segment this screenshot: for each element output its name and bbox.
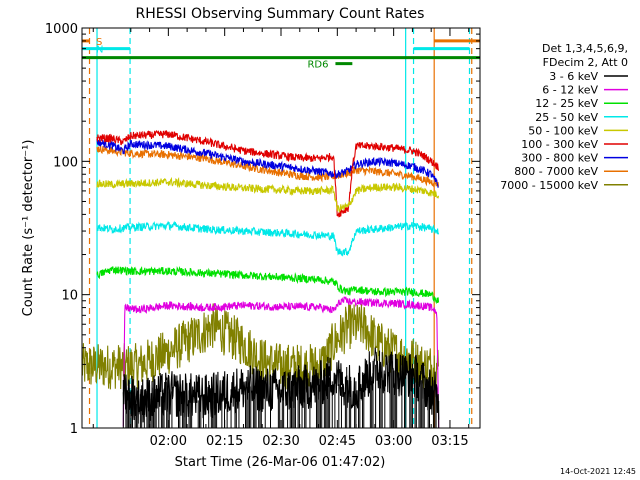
series-6-12-kev [122, 296, 440, 429]
series-800-7000-kev [96, 143, 440, 188]
legend-entry-label: 25 - 50 keV [535, 111, 598, 124]
series-line [96, 138, 439, 188]
legend-entry-label: 7000 - 15000 keV [500, 179, 598, 192]
legend-entry-label: 100 - 300 keV [521, 138, 598, 151]
series-100-300-kev [96, 129, 440, 218]
x-tick-label: 02:45 [319, 434, 356, 449]
flag-bar-label: S [96, 37, 102, 48]
x-tick-label: 03:15 [431, 434, 468, 449]
series-300-800-kev [96, 138, 439, 188]
legend-entry-label: 3 - 6 keV [549, 70, 598, 83]
series-25-50-kev [96, 220, 440, 257]
series-line [96, 266, 440, 305]
series-line [81, 303, 439, 392]
chart-title: RHESSI Observing Summary Count Rates [136, 6, 425, 22]
series-line [96, 176, 440, 213]
legend-entry-label: 6 - 12 keV [542, 84, 598, 97]
series-line [96, 220, 440, 257]
y-axis-label: Count Rate (s⁻¹ detector⁻¹) [21, 140, 36, 317]
legend-entry-label: 300 - 800 keV [521, 152, 598, 165]
series-12-25-kev [96, 266, 440, 305]
y-tick-label: 10 [61, 289, 78, 304]
legend-header-line-2: FDecim 2, Att 0 [543, 56, 628, 69]
legend: Det 1,3,4,5,6,9, FDecim 2, Att 0 3 - 6 k… [500, 42, 628, 192]
series-line [122, 347, 440, 424]
x-tick-label: 03:00 [375, 434, 412, 449]
series-50-100-kev [96, 176, 440, 213]
y-tick-label: 1000 [45, 22, 78, 37]
x-tick-label: 02:15 [206, 434, 243, 449]
y-tick-label: 100 [53, 155, 78, 170]
flag-bar-label: RD6 [307, 60, 328, 71]
plot-area: SN RD6 [81, 28, 480, 429]
x-tick-label: 02:30 [262, 434, 299, 449]
footer-timestamp: 14-Oct-2021 12:45 [560, 467, 636, 476]
series-line [96, 143, 440, 188]
x-axis-label: Start Time (26-Mar-06 01:47:02) [175, 455, 386, 470]
legend-entry-label: 800 - 7000 keV [514, 165, 598, 178]
y-tick-label: 1 [70, 422, 78, 437]
x-tick-label: 02:00 [150, 434, 187, 449]
legend-entry-label: 50 - 100 keV [528, 124, 598, 137]
flag-bar-label: N [96, 45, 103, 56]
legend-header-line-1: Det 1,3,4,5,6,9, [542, 42, 628, 55]
series-line [122, 296, 440, 429]
series-7000-15000-kev [81, 303, 439, 392]
legend-entry-label: 12 - 25 keV [535, 97, 598, 110]
series-line [96, 129, 440, 218]
